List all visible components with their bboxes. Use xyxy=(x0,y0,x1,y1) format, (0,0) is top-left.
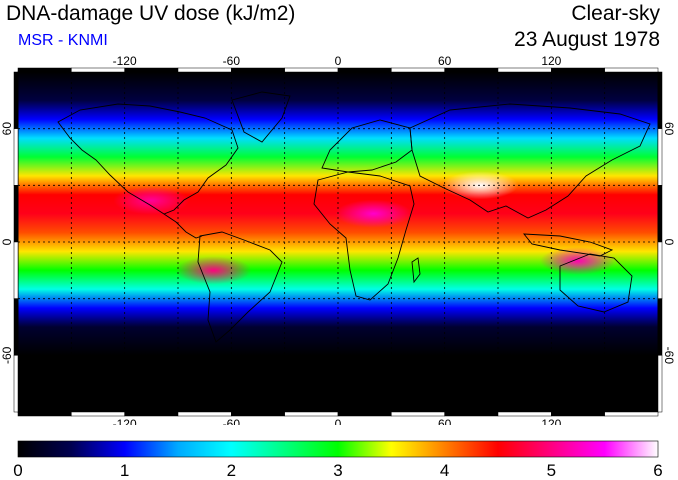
lat-label-right: 60 xyxy=(662,122,676,136)
colorbar-tick-label: 1 xyxy=(120,461,129,480)
dose-hotspot xyxy=(335,199,412,228)
lon-label-top: 0 xyxy=(335,54,342,68)
sky-condition-label: Clear-sky xyxy=(571,2,660,25)
source-label: MSR - KNMI xyxy=(18,32,108,49)
dose-hotspot xyxy=(540,246,616,275)
frame-bar-left xyxy=(13,185,19,243)
frame-bar-top xyxy=(124,67,179,73)
frame-bar-top xyxy=(497,67,552,73)
frame-bar-top xyxy=(177,67,232,73)
frame-bar-top xyxy=(391,67,445,73)
frame-bar-top xyxy=(444,67,499,73)
south-america-outline xyxy=(197,231,283,343)
colorbar-tick-label: 6 xyxy=(653,461,662,480)
lat-label-left: -60 xyxy=(0,346,14,364)
dose-hotspots xyxy=(113,171,616,285)
frame-bar-left xyxy=(13,298,19,356)
lat-label-right: 0 xyxy=(662,239,676,246)
frame-bar-bottom xyxy=(497,411,552,417)
lon-label-top: 120 xyxy=(541,54,561,68)
asia-outline xyxy=(409,103,651,219)
indonesia-outline xyxy=(523,233,614,257)
frame-bar-bottom xyxy=(444,411,499,417)
frame-bar-top xyxy=(604,67,659,73)
lon-label-bottom: 0 xyxy=(335,417,342,425)
frame-bar-right xyxy=(657,355,663,413)
lon-label-bottom: -120 xyxy=(113,417,137,425)
lon-label-top: -60 xyxy=(223,54,241,68)
frame-bar-top xyxy=(231,67,285,73)
frame-bar-left xyxy=(13,71,19,129)
lat-lon-grid xyxy=(18,72,658,412)
frame-bar-bottom xyxy=(71,411,125,417)
lon-label-bottom: 60 xyxy=(438,417,452,425)
dose-hotspot xyxy=(113,186,190,215)
greenland-outline xyxy=(231,91,291,143)
frame-bar-top xyxy=(551,67,605,73)
lat-label-left: 60 xyxy=(0,122,14,136)
frame-bar-top xyxy=(284,67,339,73)
colorbar: 0 1 2 3 4 5 6 xyxy=(13,440,663,480)
longitude-labels-top: -120 -60 0 60 120 xyxy=(113,54,562,68)
frame-bar-top xyxy=(337,67,392,73)
frame-bar-left xyxy=(13,241,19,299)
frame-bar-right xyxy=(657,185,663,243)
frame-bar-bottom xyxy=(124,411,179,417)
colorbar-tick-label: 4 xyxy=(440,461,449,480)
north-america-outline xyxy=(57,103,239,215)
frame-tick-marks xyxy=(13,67,663,417)
colorbar-tick-label: 0 xyxy=(13,461,22,480)
lon-label-bottom: 120 xyxy=(541,417,561,425)
frame-bar-left xyxy=(13,128,19,186)
lat-label-left: 0 xyxy=(0,238,14,245)
date-label: 23 August 1978 xyxy=(514,28,660,51)
madagascar-outline xyxy=(411,257,421,284)
continent-outlines xyxy=(57,91,651,343)
colorbar-tick-label: 2 xyxy=(227,461,236,480)
lon-label-bottom: -60 xyxy=(223,417,241,425)
lon-label-top: 60 xyxy=(438,54,452,68)
colorbar-tick-label: 5 xyxy=(547,461,556,480)
lat-label-right: -60 xyxy=(662,347,676,365)
frame-bar-bottom xyxy=(604,411,659,417)
chart-title: DNA-damage UV dose (kJ/m2) xyxy=(6,2,296,25)
frame-bar-bottom xyxy=(284,411,339,417)
frame-bar-right xyxy=(657,241,663,299)
colorbar-tick-labels: 0 1 2 3 4 5 6 xyxy=(13,461,662,480)
latitude-labels-right: 60 0 -60 xyxy=(662,122,676,364)
central-america-outline xyxy=(163,213,203,239)
colorbar-tick-label: 3 xyxy=(333,461,342,480)
australia-outline xyxy=(559,253,633,313)
longitude-labels-bottom: -120 -60 0 60 120 xyxy=(113,417,562,425)
dose-hotspot xyxy=(442,171,519,200)
frame-bar-bottom xyxy=(17,411,72,417)
frame-bar-bottom xyxy=(231,411,285,417)
africa-outline xyxy=(313,171,415,301)
frame-bar-right xyxy=(657,298,663,356)
frame-bar-bottom xyxy=(551,411,605,417)
frame-bar-right xyxy=(657,128,663,186)
frame-bar-top xyxy=(17,67,72,73)
frame-bar-top xyxy=(71,67,125,73)
latitude-labels-left: 60 0 -60 xyxy=(0,122,14,364)
frame-bar-right xyxy=(657,71,663,129)
colorbar-ramp xyxy=(17,440,659,458)
uv-dose-map: -120 -60 0 60 120 -120 -60 0 60 120 60 0 -60 60 0 -6… xyxy=(0,54,676,425)
frame-bar-bottom xyxy=(177,411,232,417)
lon-label-top: -120 xyxy=(113,54,137,68)
dose-hotspot xyxy=(175,256,252,285)
frame-bar-bottom xyxy=(391,411,445,417)
frame-bar-bottom xyxy=(337,411,392,417)
frame-bar-left xyxy=(13,355,19,413)
